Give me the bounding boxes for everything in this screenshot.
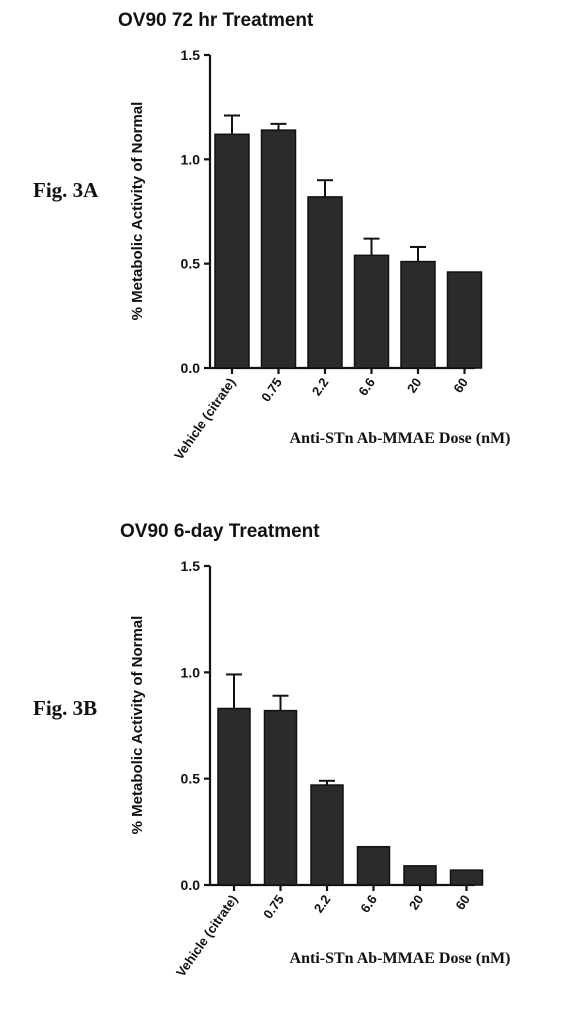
bar: [308, 197, 342, 368]
chart-panel-b: OV90 6-day Treatment Fig. 3B % Metabolic…: [33, 521, 510, 979]
y-tick-label: 0.0: [181, 360, 201, 376]
x-tick-label: 6.6: [355, 375, 378, 398]
figure-label: Fig. 3A: [33, 178, 99, 202]
x-tick-label: Vehicle (citrate): [171, 375, 238, 462]
y-tick-label: 1.0: [181, 664, 201, 680]
x-tick-label: 60: [452, 892, 473, 912]
x-axis-label: Anti-STn Ab-MMAE Dose (nM): [290, 950, 511, 967]
x-tick-label: 0.75: [258, 375, 285, 404]
bar: [358, 847, 390, 885]
y-axis-label: % Metabolic Activity of Normal: [129, 616, 146, 835]
x-tick-label: 20: [404, 375, 425, 395]
x-tick-label: 2.2: [311, 892, 334, 915]
y-tick-label: 1.0: [181, 151, 201, 167]
chart-title: OV90 72 hr Treatment: [118, 10, 314, 31]
y-tick-label: 0.5: [181, 256, 201, 272]
y-axis-label: % Metabolic Activity of Normal: [129, 102, 146, 321]
chart-panel-a: OV90 72 hr Treatment Fig. 3A % Metabolic…: [33, 10, 510, 462]
y-tick-label: 0.5: [181, 771, 201, 787]
bar: [311, 785, 343, 885]
plot-area: 0.0 0.5 1.0 1.5 Vehicle (citrate) 0.75 2.2 6.6 2…: [171, 47, 481, 462]
y-tick-label: 1.5: [181, 558, 201, 574]
x-axis-label: Anti-STn Ab-MMAE Dose (nM): [290, 430, 511, 447]
figure-label: Fig. 3B: [33, 696, 97, 720]
plot-area: 0.0 0.5 1.0 1.5 Vehicle (citrate) 0.75 2.2 6.6 2…: [173, 558, 482, 979]
bar: [355, 255, 389, 368]
x-tick-label: Vehicle (citrate): [173, 892, 240, 979]
bar: [215, 134, 249, 368]
chart-title: OV90 6-day Treatment: [120, 521, 320, 542]
bar: [404, 866, 436, 885]
bar: [262, 130, 296, 368]
bar: [218, 708, 250, 885]
x-tick-label: 20: [406, 892, 427, 912]
y-tick-label: 1.5: [181, 47, 201, 63]
bar: [448, 272, 482, 368]
x-tick-label: 60: [450, 375, 471, 395]
bar: [265, 711, 297, 885]
bar: [401, 262, 435, 368]
bar: [451, 870, 483, 885]
y-tick-label: 0.0: [181, 877, 201, 893]
x-tick-label: 0.75: [260, 892, 287, 921]
x-tick-label: 6.6: [357, 892, 380, 915]
x-tick-label: 2.2: [309, 375, 332, 398]
